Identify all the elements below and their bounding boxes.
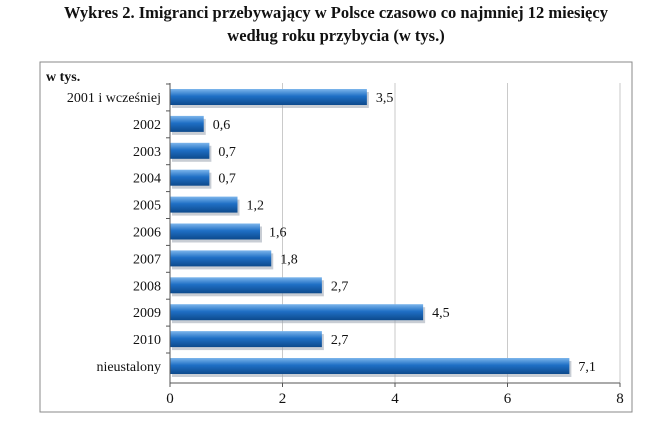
value-label: 7,1 <box>578 360 596 375</box>
bar <box>170 169 210 186</box>
bar <box>170 250 272 267</box>
category-label: nieustalony <box>96 360 161 375</box>
bar <box>170 115 204 132</box>
bars: 3,5 0,6 0,7 0,7 1,2 1,6 1,8 2,7 4,5 2,7 7,1 <box>170 89 596 377</box>
x-tick-label: 0 <box>166 391 174 407</box>
value-label: 1,8 <box>280 252 298 267</box>
bar <box>170 196 238 213</box>
category-label: 2009 <box>133 306 161 321</box>
bar <box>170 223 260 240</box>
value-label: 1,2 <box>247 199 265 214</box>
bar <box>170 89 367 105</box>
category-label: 2008 <box>133 279 161 294</box>
bar <box>170 304 424 321</box>
value-label: 4,5 <box>432 306 450 321</box>
chart-title-line-1: Wykres 2. Imigranci przebywający w Polsc… <box>64 3 608 22</box>
category-label: 2003 <box>133 145 161 160</box>
x-tick-label: 2 <box>279 391 287 407</box>
value-label: 0,7 <box>218 145 236 160</box>
x-tick-label: 8 <box>616 391 624 407</box>
category-label: 2004 <box>133 172 161 187</box>
category-label: 2006 <box>133 226 161 241</box>
category-label: 2001 i wcześniej <box>67 91 161 106</box>
value-label: 2,7 <box>331 279 349 294</box>
bar <box>170 277 322 294</box>
chart-frame <box>39 61 633 413</box>
bar <box>170 331 322 348</box>
category-label: 2010 <box>133 333 161 348</box>
axes: 2001 i wcześniej 2002 2003 2004 2005 2006 2007… <box>67 83 624 407</box>
bar <box>170 142 210 159</box>
value-label: 1,6 <box>269 226 287 241</box>
value-label: 3,5 <box>376 91 394 106</box>
category-label: 2005 <box>133 199 161 214</box>
chart-title-line-2: według roku przybycia (w tys.) <box>227 26 445 45</box>
value-label: 0,7 <box>218 172 236 187</box>
category-label: 2007 <box>133 252 161 267</box>
value-label: 2,7 <box>331 333 349 348</box>
bar <box>170 358 570 374</box>
x-tick-label: 6 <box>504 391 512 407</box>
unit-label: w tys. <box>46 70 80 85</box>
category-label: 2002 <box>133 118 161 133</box>
value-label: 0,6 <box>213 118 231 133</box>
x-tick-label: 4 <box>391 391 399 407</box>
